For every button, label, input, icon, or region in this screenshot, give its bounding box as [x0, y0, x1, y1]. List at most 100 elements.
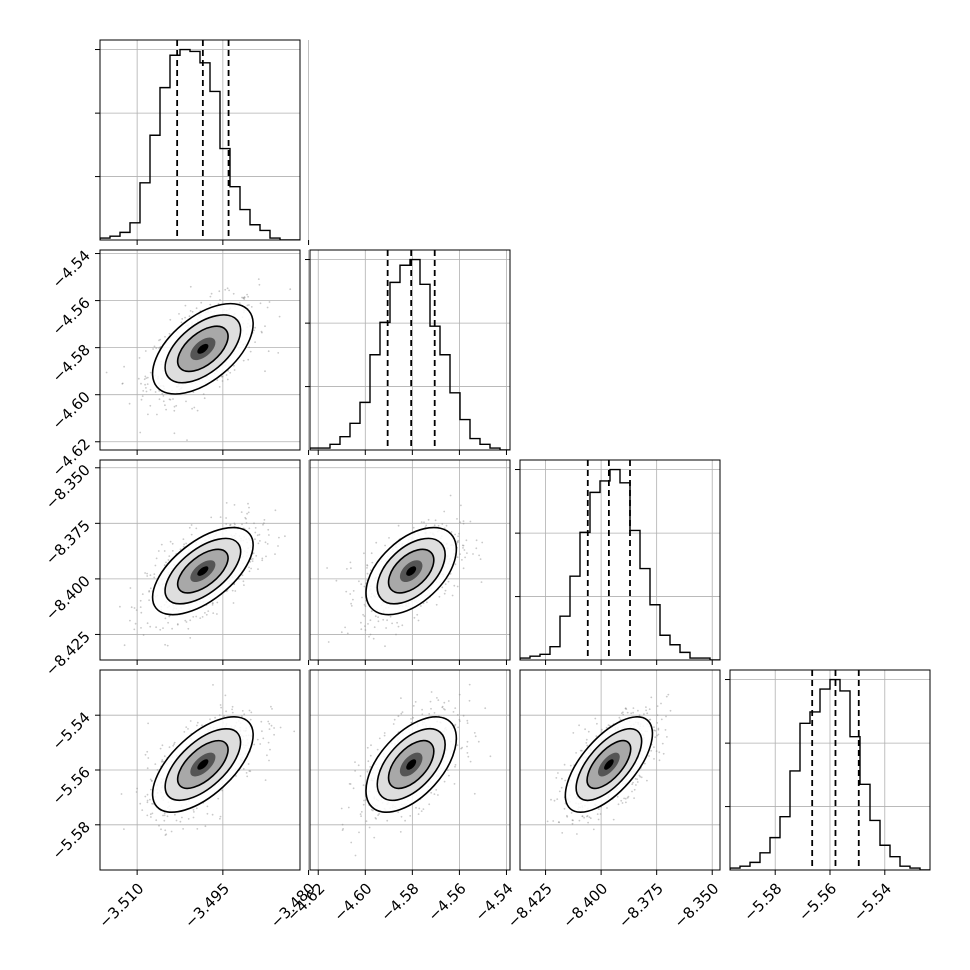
sample-point: [563, 807, 566, 810]
sample-point: [430, 691, 433, 693]
sample-point: [139, 431, 142, 434]
sample-point: [261, 730, 263, 733]
sample-point: [475, 547, 478, 550]
sample-point: [162, 627, 164, 629]
sample-point: [417, 813, 420, 815]
sample-point: [566, 815, 569, 818]
sample-point: [137, 377, 140, 380]
sample-point: [135, 791, 138, 793]
sample-point: [352, 590, 355, 592]
sample-point: [570, 812, 573, 814]
contour-line-2: [164, 314, 242, 384]
sample-point: [184, 304, 187, 307]
contour-line-2: [164, 727, 242, 802]
sample-point: [418, 807, 421, 810]
sample-point: [146, 767, 149, 770]
sample-point: [580, 749, 583, 752]
sample-point: [352, 598, 354, 601]
sample-point: [426, 601, 428, 604]
sample-point: [155, 557, 158, 560]
histogram-3: [730, 678, 930, 870]
sample-point: [367, 760, 370, 763]
sample-point: [231, 705, 234, 708]
sample-point: [583, 816, 585, 819]
sample-point: [273, 733, 275, 736]
sample-point: [187, 627, 190, 630]
sample-point: [168, 332, 171, 335]
sample-point: [235, 775, 237, 777]
sample-point: [447, 700, 450, 702]
sample-point: [571, 822, 574, 825]
sample-point: [163, 755, 166, 758]
sample-point: [242, 297, 245, 300]
density-1-0: [105, 278, 292, 441]
contour-line-1: [176, 325, 229, 373]
sample-point: [625, 708, 628, 710]
sample-point: [454, 707, 457, 709]
sample-point: [401, 711, 404, 713]
sample-point: [150, 816, 152, 818]
sample-point: [433, 793, 436, 795]
x-tick-label: −8.350: [670, 880, 722, 932]
sample-point: [634, 777, 637, 780]
sample-point: [148, 599, 151, 602]
sample-point: [270, 705, 272, 708]
sample-point: [225, 517, 228, 519]
sample-point: [433, 524, 436, 527]
sample-point: [254, 538, 256, 541]
sample-point: [599, 813, 602, 815]
sample-point: [596, 813, 599, 815]
sample-point: [596, 722, 598, 725]
sample-point: [354, 854, 357, 857]
sample-point: [556, 798, 559, 800]
sample-point: [216, 613, 218, 615]
sample-point: [238, 578, 240, 580]
sample-point: [656, 705, 659, 707]
sample-point: [258, 283, 261, 286]
sample-point: [653, 758, 655, 760]
sample-point: [189, 310, 192, 312]
sample-point: [267, 741, 270, 744]
y-tick-label: −5.56: [49, 763, 94, 808]
sample-point: [638, 774, 641, 777]
sample-point: [243, 296, 246, 299]
contour-line-1: [387, 739, 435, 790]
sample-point: [179, 820, 182, 823]
sample-point: [450, 531, 453, 533]
sample-point: [257, 278, 260, 280]
sample-point: [153, 345, 156, 348]
sample-point: [256, 534, 259, 537]
sample-point: [248, 709, 251, 712]
sample-point: [293, 730, 296, 733]
contour-line-1: [387, 548, 435, 594]
sample-point: [665, 715, 667, 718]
sample-point: [149, 371, 152, 374]
sample-point: [189, 637, 192, 639]
sample-point: [594, 717, 597, 720]
sample-point: [612, 818, 615, 821]
sample-point: [169, 398, 172, 401]
sample-point: [635, 784, 637, 786]
x-tick-label: −5.58: [740, 880, 785, 925]
sample-point: [233, 504, 236, 506]
panel-2-2: [515, 459, 721, 665]
panel-2-0: −8.350−8.375−8.400−8.425: [42, 459, 310, 680]
sample-point: [165, 408, 168, 411]
sample-point: [377, 814, 379, 816]
panel-3-3: −5.58 −5.56 −5.54: [725, 669, 931, 925]
sample-point: [453, 783, 456, 785]
contour-line-3: [151, 716, 254, 813]
sample-point: [187, 728, 189, 730]
sample-point: [163, 550, 166, 552]
sample-point: [250, 711, 253, 714]
sample-point: [145, 390, 148, 393]
sample-point: [417, 619, 420, 622]
sample-point: [597, 818, 600, 821]
sample-point: [168, 398, 171, 401]
sample-point: [463, 549, 466, 551]
sample-point: [561, 777, 563, 780]
sample-point: [617, 803, 620, 806]
histogram-0: [100, 48, 300, 240]
sample-point: [195, 527, 198, 530]
sample-point: [209, 303, 212, 306]
